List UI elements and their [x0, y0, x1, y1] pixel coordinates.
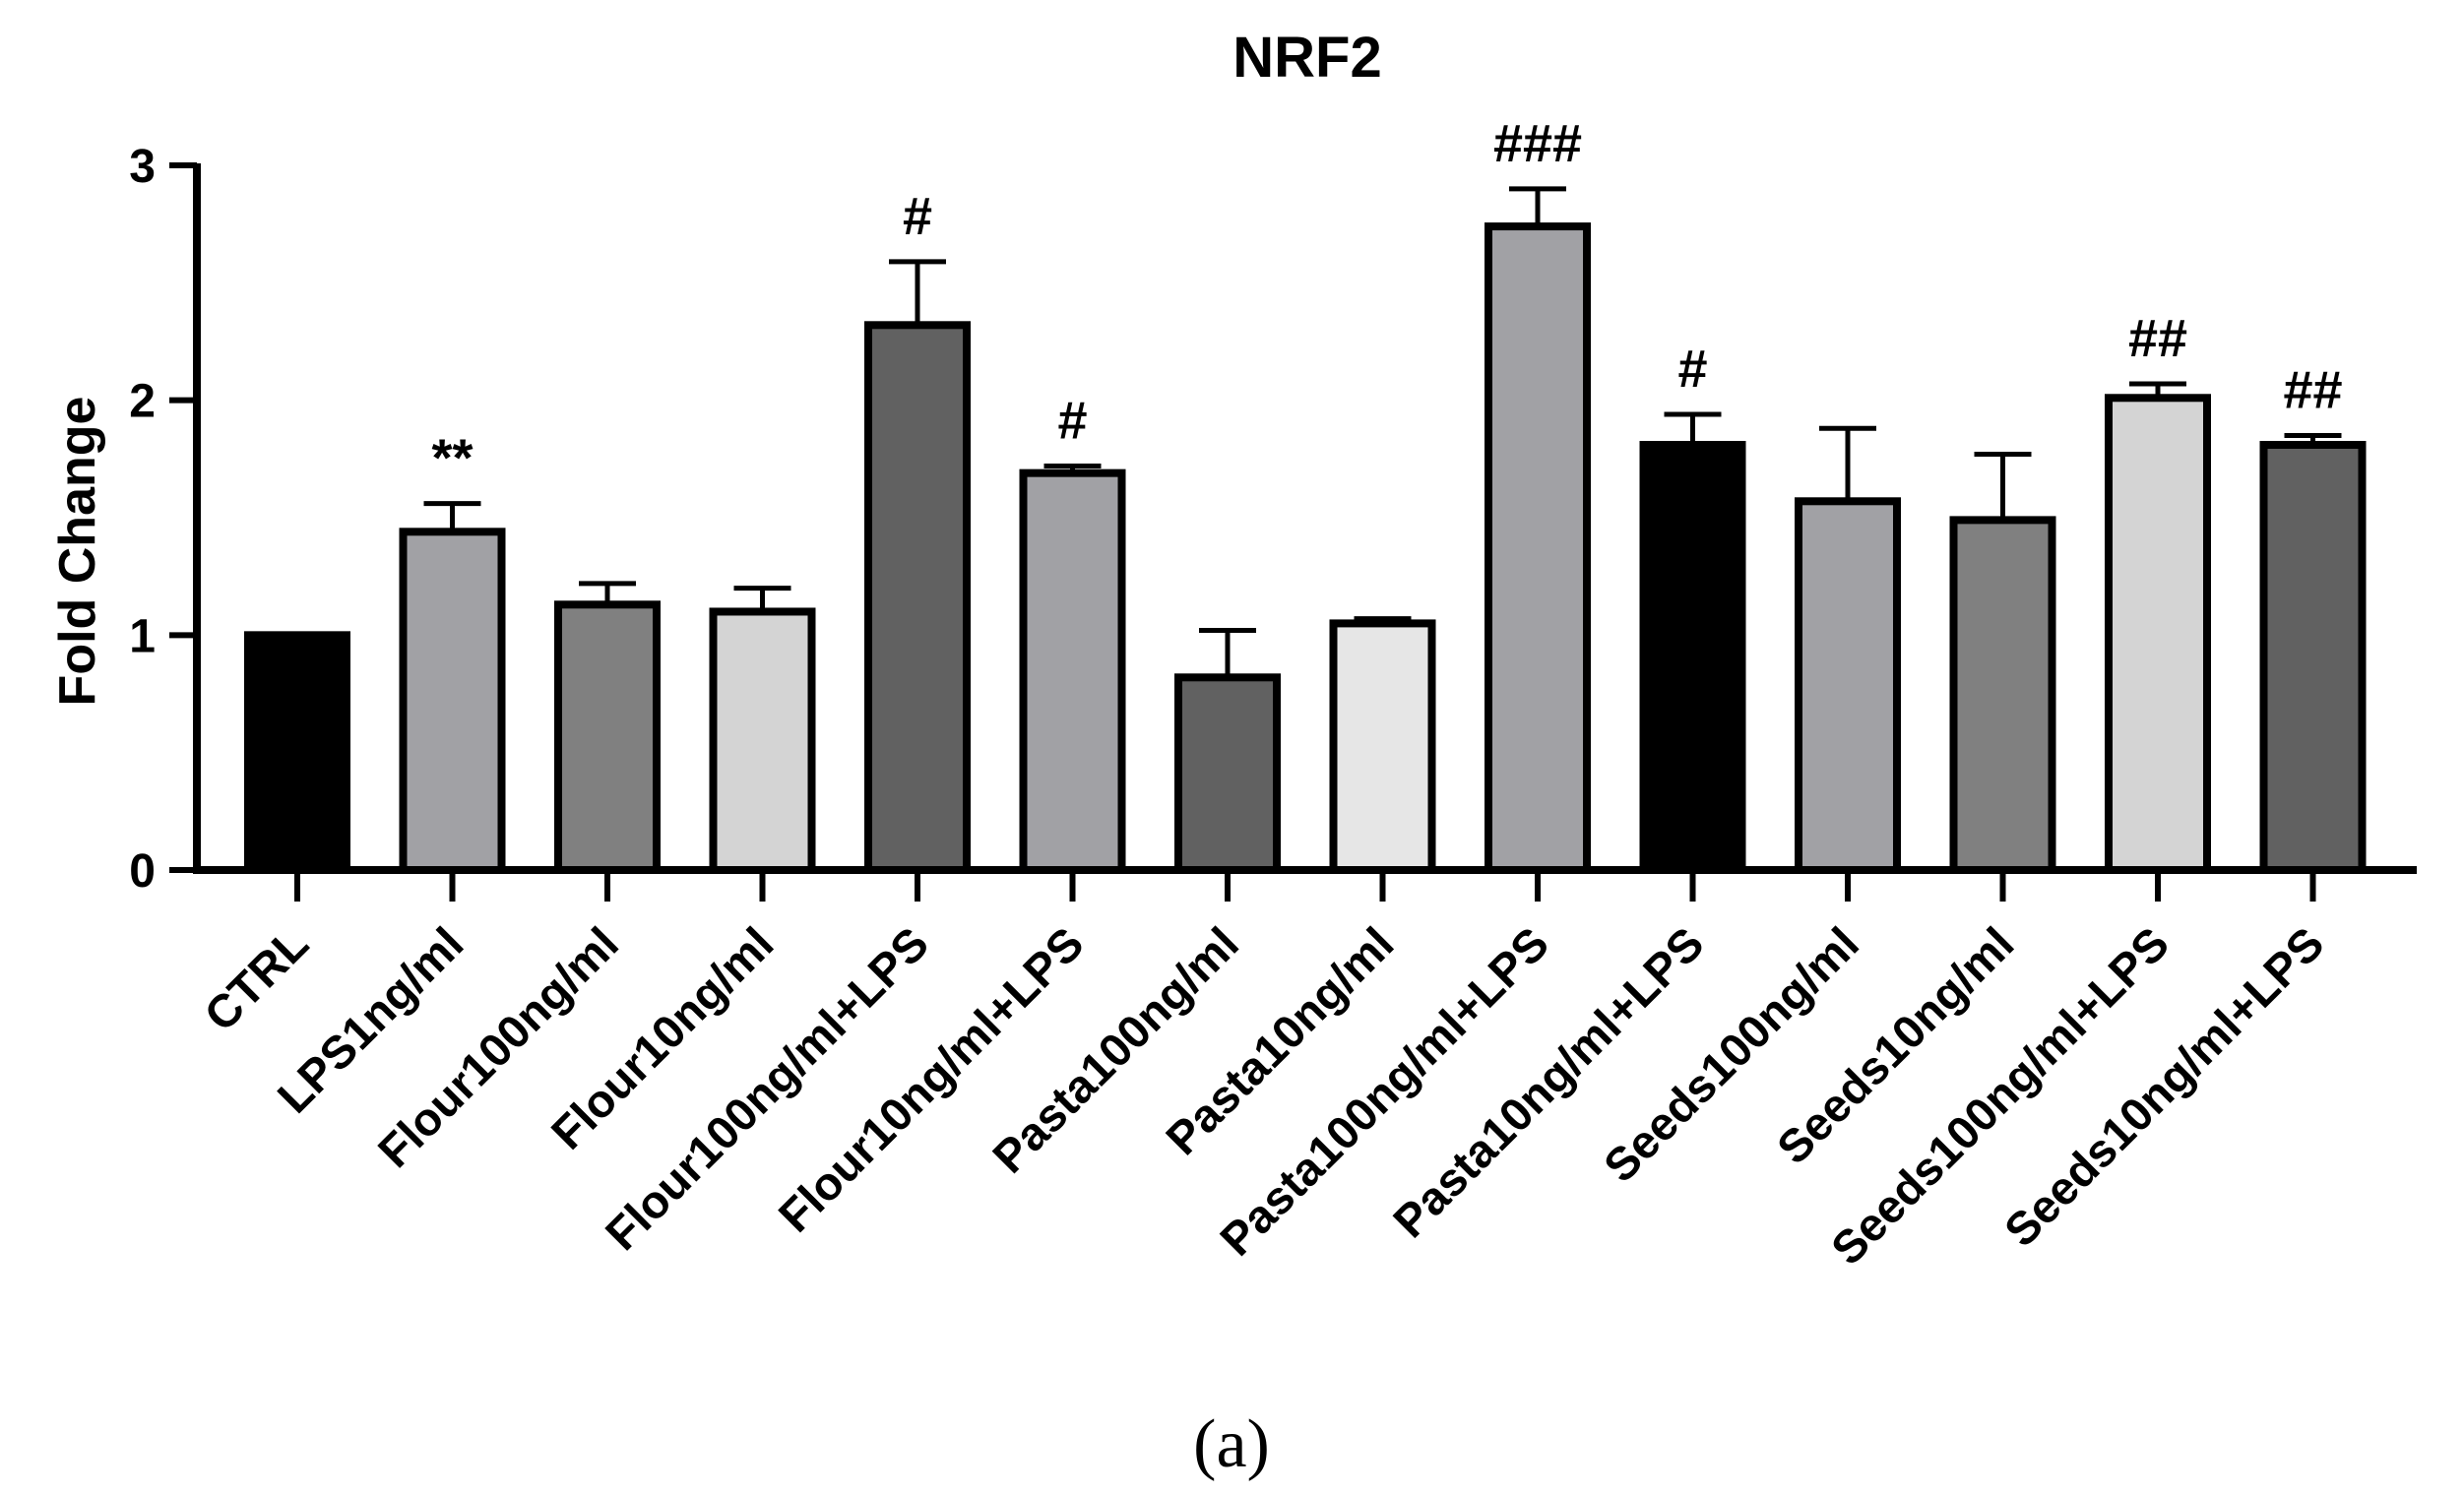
- significance-label: #: [1677, 340, 1707, 399]
- bar-group: ###: [1485, 114, 1591, 874]
- significance-label: ##: [2283, 360, 2342, 419]
- significance-label: #: [1057, 391, 1087, 450]
- bar: [1329, 619, 1436, 875]
- bar: [2259, 441, 2367, 874]
- bar-group: [1949, 452, 2056, 874]
- bar: [1174, 673, 1281, 874]
- y-tick-label: 2: [129, 376, 156, 428]
- bar-group: #: [1639, 340, 1746, 874]
- y-tick-label: 1: [129, 610, 156, 662]
- bar: [244, 631, 350, 874]
- bar: [1019, 468, 1126, 874]
- x-tick-label: Flour10ng/ml+LPS: [768, 917, 1093, 1242]
- significance-label: ##: [2128, 309, 2187, 368]
- bar: [709, 607, 816, 874]
- bars-group: **##########: [244, 114, 2367, 875]
- bar: [1795, 497, 1901, 874]
- bar-group: [1329, 616, 1436, 875]
- bar-group: ##: [2105, 309, 2211, 874]
- bar-group: #: [864, 187, 971, 874]
- bar-group: [709, 586, 816, 874]
- bar-group: [1174, 628, 1281, 874]
- x-tick-label: Pasta10ng/ml+LPS: [1383, 917, 1714, 1248]
- figure-caption: (a): [1193, 1406, 1270, 1482]
- y-axis-label: Fold Change: [49, 397, 106, 707]
- bar-group: [1795, 425, 1901, 874]
- bar: [554, 600, 661, 874]
- significance-label: ###: [1493, 114, 1582, 173]
- significance-label: **: [431, 429, 473, 488]
- bar: [1949, 516, 2056, 874]
- bar: [864, 321, 971, 874]
- bar-group: ##: [2259, 360, 2367, 874]
- bar-group: #: [1019, 391, 1126, 874]
- y-axis: 0 1 2 3: [129, 141, 201, 898]
- y-tick-label: 3: [129, 141, 156, 193]
- y-tick-label: 0: [129, 845, 156, 898]
- x-tick-label: CTRL: [194, 917, 318, 1041]
- bar: [2105, 394, 2211, 874]
- bar: [399, 528, 506, 874]
- bar-group: [554, 581, 661, 874]
- x-axis: CTRLLPS1ng/mlFlour100ng/mlFlour10ng/mlFl…: [193, 866, 2417, 1275]
- bar: [1639, 441, 1746, 874]
- bar-group: [244, 631, 350, 874]
- significance-label: #: [903, 187, 932, 246]
- bar: [1485, 222, 1591, 874]
- bar-group: **: [399, 429, 506, 874]
- chart-title: NRF2: [1232, 26, 1381, 90]
